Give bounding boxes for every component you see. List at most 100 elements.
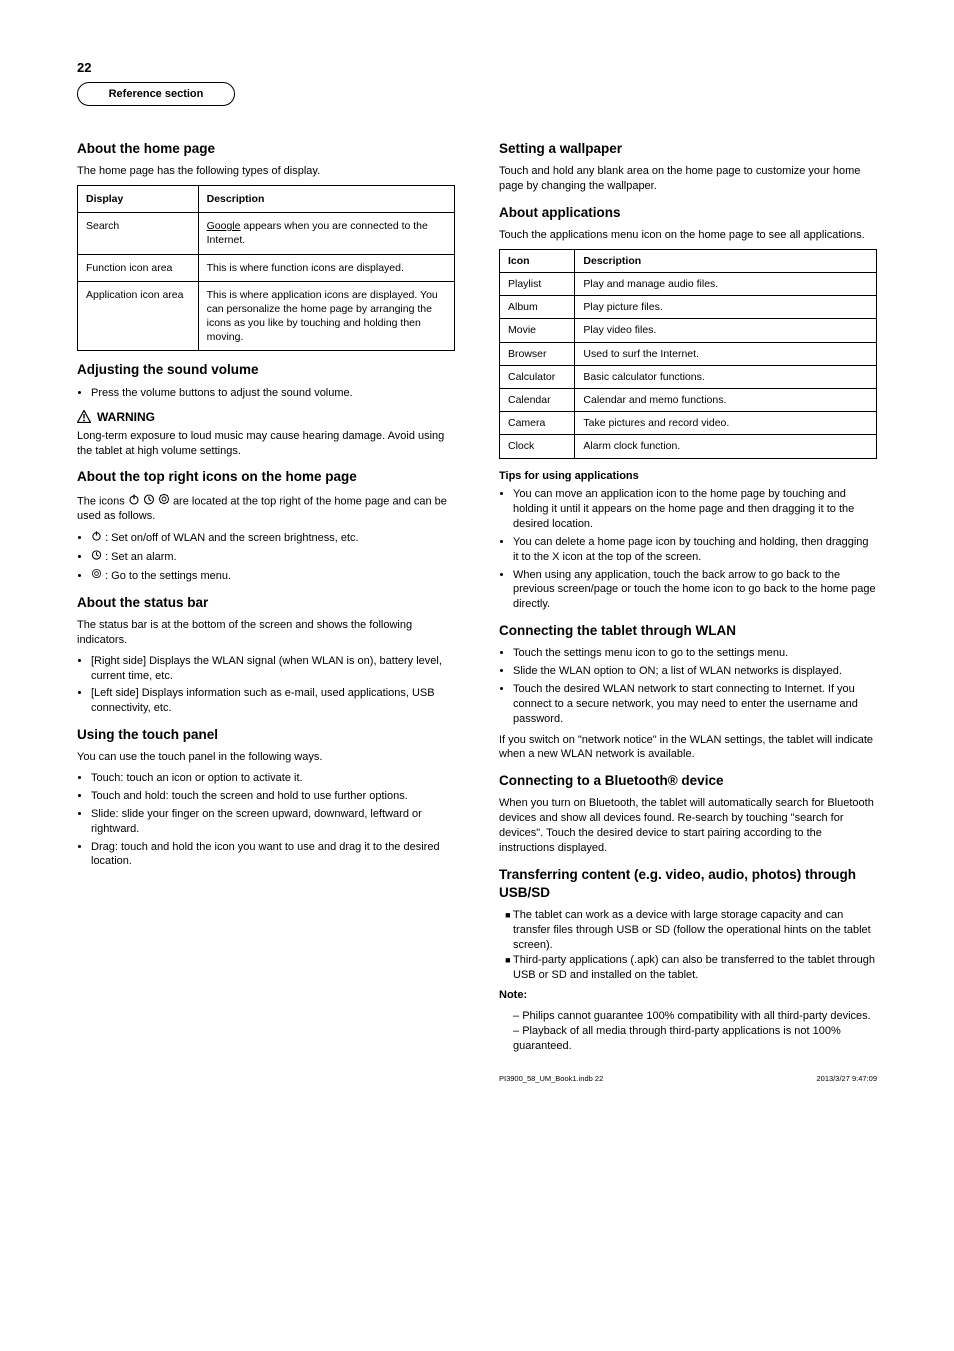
table-cell: Camera [500,412,575,435]
table-row: AlbumPlay picture files. [500,296,877,319]
wlan-note: If you switch on "network notice" in the… [499,733,877,763]
table-cell: Clock [500,435,575,458]
icons-para: The icons are located at the top right o… [77,493,455,525]
list-item: Press the volume buttons to adjust the s… [91,386,455,401]
list-item: Touch: touch an icon or option to activa… [91,771,455,786]
heading-wlan: Connecting the tablet through WLAN [499,622,877,640]
notes-list: Philips cannot guarantee 100% compatibil… [499,1009,877,1054]
table-cell: Album [500,296,575,319]
table-row: CalculatorBasic calculator functions. [500,365,877,388]
apps-para: Touch the applications menu icon on the … [499,228,877,243]
list-item: : Set on/off of WLAN and the screen brig… [91,530,455,546]
list-item: Touch the desired WLAN network to start … [513,682,877,727]
wlan-list: Touch the settings menu icon to go to th… [499,646,877,726]
footer-left: PI3900_58_UM_Book1.indb 22 [499,1074,603,1084]
table-row: PlaylistPlay and manage audio files. [500,273,877,296]
table-cell: Calendar and memo functions. [575,389,877,412]
list-item: : Set an alarm. [91,549,455,565]
table-cell: Play picture files. [575,296,877,319]
list-item: Philips cannot guarantee 100% compatibil… [513,1009,877,1024]
list-item: Playback of all media through third-part… [513,1024,877,1054]
list-item: [Left side] Displays information such as… [91,686,455,716]
table-row: CalendarCalendar and memo functions. [500,389,877,412]
table-header-row: Display Description [78,186,455,213]
heading-top-right-icons: About the top right icons on the home pa… [77,468,455,486]
text: The icons [77,495,128,507]
table-cell: Alarm clock function. [575,435,877,458]
footer-right: 2013/3/27 9:47:09 [817,1074,877,1084]
list-item: You can move an application icon to the … [513,487,877,532]
bluetooth-para: When you turn on Bluetooth, the tablet w… [499,796,877,855]
table-cell: Application icon area [78,281,199,351]
list-item: Slide: slide your finger on the screen u… [91,807,455,837]
table-cell: This is where function icons are display… [198,254,454,281]
wallpaper-para: Touch and hold any blank area on the hom… [499,164,877,194]
volume-list: Press the volume buttons to adjust the s… [77,386,455,401]
table-row: CameraTake pictures and record video. [500,412,877,435]
warning-heading: WARNING [77,409,455,425]
list-item: Touch the settings menu icon to go to th… [513,646,877,661]
power-icon [128,493,140,510]
warning-icon [77,410,91,423]
table-row: ClockAlarm clock function. [500,435,877,458]
list-item: You can delete a home page icon by touch… [513,535,877,565]
table-cell: Playlist [500,273,575,296]
heading-bluetooth: Connecting to a Bluetooth® device [499,772,877,790]
apps-table: Icon Description PlaylistPlay and manage… [499,249,877,459]
two-column-layout: About the home page The home page has th… [77,130,877,1291]
table-header: Icon [500,249,575,272]
touch-list: Touch: touch an icon or option to activa… [77,771,455,869]
text: : Go to the settings menu. [105,570,231,582]
text: : Set an alarm. [105,551,177,563]
list-item: Third-party applications (.apk) can also… [513,953,877,983]
table-cell: Play video files. [575,319,877,342]
table-header-row: Icon Description [500,249,877,272]
heading-home-page: About the home page [77,140,455,158]
home-intro: The home page has the following types of… [77,164,455,179]
table-row: BrowserUsed to surf the Internet. [500,342,877,365]
page-number: 22 [77,60,91,75]
table-cell: Movie [500,319,575,342]
power-icon [91,530,102,546]
list-item: Touch and hold: touch the screen and hol… [91,789,455,804]
table-row: Function icon area This is where functio… [78,254,455,281]
table-cell: Browser [500,342,575,365]
table-cell: Used to surf the Internet. [575,342,877,365]
heading-wallpaper: Setting a wallpaper [499,140,877,158]
table-header: Description [198,186,454,213]
left-column: About the home page The home page has th… [77,130,455,1291]
page-footer: PI3900_58_UM_Book1.indb 22 2013/3/27 9:4… [499,1074,877,1084]
warning-text: Long-term exposure to loud music may cau… [77,429,455,459]
table-cell: Play and manage audio files. [575,273,877,296]
table-header: Description [575,249,877,272]
display-table: Display Description Search Google appear… [77,185,455,351]
text: : Set on/off of WLAN and the screen brig… [105,532,359,544]
note-label: Note: [499,988,877,1003]
status-para: The status bar is at the bottom of the s… [77,618,455,648]
gear-icon [158,493,170,510]
table-header: Display [78,186,199,213]
table-cell: Google appears when you are connected to… [198,213,454,254]
list-item: : Go to the settings menu. [91,568,455,584]
table-cell: Basic calculator functions. [575,365,877,388]
table-cell: Search [78,213,199,254]
heading-volume: Adjusting the sound volume [77,361,455,379]
table-cell: Function icon area [78,254,199,281]
right-column: Setting a wallpaper Touch and hold any b… [499,130,877,1291]
table-cell: Calendar [500,389,575,412]
table-row: Search Google appears when you are conne… [78,213,455,254]
heading-applications: About applications [499,204,877,222]
gear-icon [91,568,102,584]
list-item: Slide the WLAN option to ON; a list of W… [513,664,877,679]
touch-para: You can use the touch panel in the follo… [77,750,455,765]
section-pill: Reference section [77,82,235,106]
transfer-list: The tablet can work as a device with lar… [499,908,877,982]
table-cell: This is where application icons are disp… [198,281,454,351]
page: 22 Reference section About the home page… [0,0,954,1351]
list-item: When using any application, touch the ba… [513,568,877,613]
list-item: [Right side] Displays the WLAN signal (w… [91,654,455,684]
tips-list: You can move an application icon to the … [499,487,877,612]
table-cell: Calculator [500,365,575,388]
table-row: Application icon area This is where appl… [78,281,455,351]
heading-app-tips: Tips for using applications [499,469,877,484]
